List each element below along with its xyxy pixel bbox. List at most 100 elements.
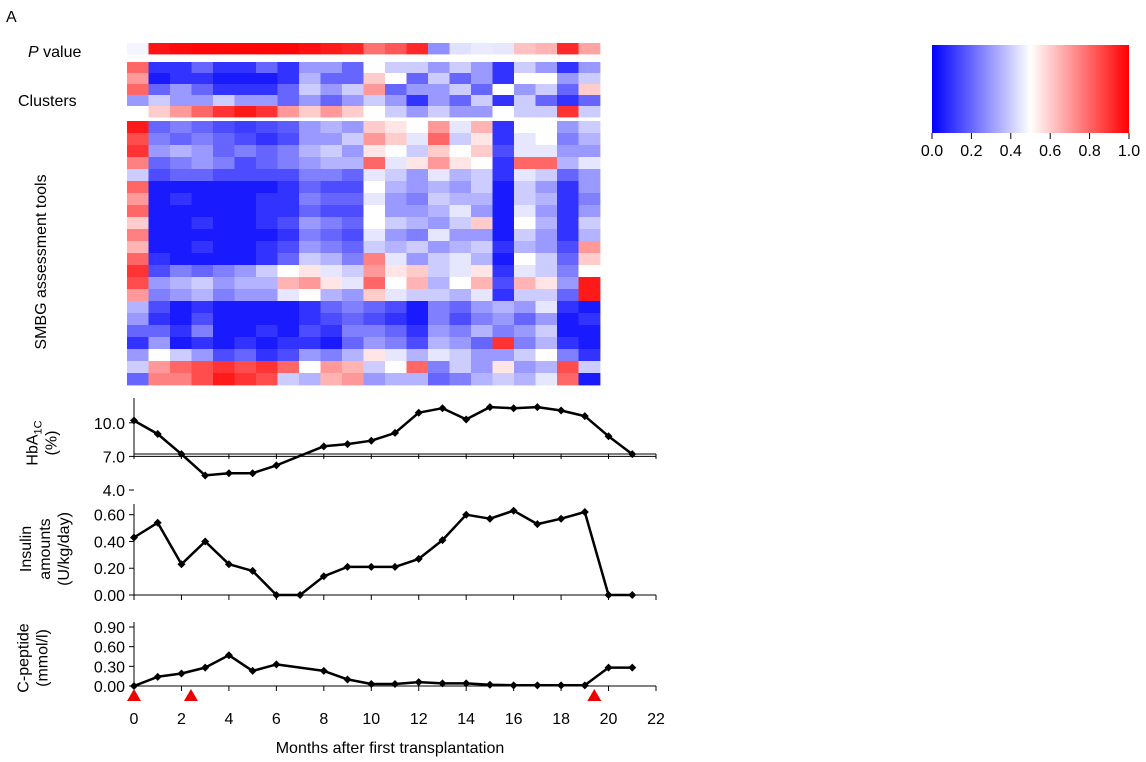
smbg-cell xyxy=(385,253,407,266)
smbg-cell xyxy=(406,181,429,194)
smbg-cell xyxy=(170,145,192,158)
smbg-cell xyxy=(256,325,278,338)
smbg-cell xyxy=(191,145,214,158)
p-value-cell xyxy=(213,43,235,55)
smbg-cell xyxy=(213,361,235,374)
smbg-cell xyxy=(385,349,407,362)
smbg-cell xyxy=(299,373,321,386)
smbg-cell xyxy=(428,121,450,134)
cluster-cell xyxy=(363,62,386,74)
cluster-cell xyxy=(514,95,536,107)
smbg-cell xyxy=(170,157,192,170)
smbg-cell xyxy=(299,217,321,230)
smbg-cell xyxy=(299,277,321,290)
smbg-cell xyxy=(256,301,278,314)
smbg-cell xyxy=(406,289,429,302)
smbg-cell xyxy=(363,181,386,194)
y-tick-label: 0.60 xyxy=(94,640,125,657)
smbg-cell xyxy=(342,253,364,266)
data-point xyxy=(319,666,328,675)
smbg-cell xyxy=(428,145,450,158)
smbg-cell xyxy=(514,241,536,254)
cluster-cell xyxy=(342,106,364,118)
smbg-cell xyxy=(170,193,192,206)
smbg-cell xyxy=(342,289,364,302)
smbg-cell xyxy=(385,301,407,314)
smbg-cell xyxy=(406,349,429,362)
y-axis-label: (mmol/l) xyxy=(35,629,52,687)
smbg-cell xyxy=(277,253,300,266)
cluster-cell xyxy=(514,73,536,85)
smbg-cell xyxy=(363,325,386,338)
smbg-cell xyxy=(492,253,515,266)
smbg-cell xyxy=(320,133,343,146)
smbg-cell xyxy=(127,193,149,206)
x-tick-label: 20 xyxy=(600,711,618,728)
smbg-cell xyxy=(148,277,171,290)
smbg-cell xyxy=(277,229,300,242)
smbg-cell xyxy=(342,373,364,386)
smbg-cell xyxy=(234,169,257,182)
smbg-cell xyxy=(449,181,472,194)
smbg-cell xyxy=(299,301,321,314)
smbg-cell xyxy=(449,205,472,218)
smbg-cell xyxy=(191,289,214,302)
smbg-cell xyxy=(320,193,343,206)
smbg-cell xyxy=(428,373,450,386)
smbg-cell xyxy=(234,325,257,338)
smbg-cell xyxy=(277,241,300,254)
smbg-cell xyxy=(256,337,278,350)
smbg-cell xyxy=(234,229,257,242)
smbg-cell xyxy=(535,325,558,338)
smbg-cell xyxy=(191,181,214,194)
smbg-cell xyxy=(213,301,235,314)
smbg-cell xyxy=(385,289,407,302)
smbg-cell xyxy=(342,133,364,146)
cluster-cell xyxy=(578,73,601,85)
smbg-cell xyxy=(299,253,321,266)
smbg-cell xyxy=(191,325,214,338)
smbg-cell xyxy=(449,277,472,290)
smbg-cell xyxy=(191,241,214,254)
smbg-cell xyxy=(213,145,235,158)
cluster-cell xyxy=(449,95,472,107)
smbg-cell xyxy=(256,145,278,158)
smbg-cell xyxy=(277,217,300,230)
smbg-cell xyxy=(127,337,149,350)
smbg-cell xyxy=(363,157,386,170)
smbg-cell xyxy=(342,193,364,206)
smbg-cell xyxy=(256,205,278,218)
smbg-cell xyxy=(234,145,257,158)
smbg-cell xyxy=(127,253,149,266)
smbg-cell xyxy=(492,229,515,242)
smbg-cell xyxy=(449,193,472,206)
smbg-cell xyxy=(449,241,472,254)
smbg-cell xyxy=(535,373,558,386)
smbg-cell xyxy=(535,337,558,350)
smbg-cell xyxy=(127,349,149,362)
smbg-cell xyxy=(514,121,536,134)
smbg-cell xyxy=(514,289,536,302)
smbg-cell xyxy=(148,289,171,302)
smbg-cell xyxy=(557,205,579,218)
smbg-cell xyxy=(127,313,149,326)
smbg-cell xyxy=(492,217,515,230)
smbg-cell xyxy=(492,337,515,350)
smbg-cell xyxy=(148,349,171,362)
smbg-cell xyxy=(148,157,171,170)
smbg-cell xyxy=(514,205,536,218)
smbg-cell xyxy=(148,181,171,194)
cluster-cell xyxy=(557,84,579,96)
x-tick-label: 10 xyxy=(362,711,380,728)
smbg-cell xyxy=(299,229,321,242)
smbg-cell xyxy=(148,265,171,278)
smbg-cell xyxy=(213,349,235,362)
data-point xyxy=(248,666,257,675)
cluster-cell xyxy=(385,106,407,118)
p-value-cell xyxy=(471,43,493,55)
smbg-cell xyxy=(127,301,149,314)
smbg-cell xyxy=(514,229,536,242)
smbg-cell xyxy=(299,313,321,326)
smbg-cell xyxy=(342,157,364,170)
cluster-cell xyxy=(471,84,493,96)
